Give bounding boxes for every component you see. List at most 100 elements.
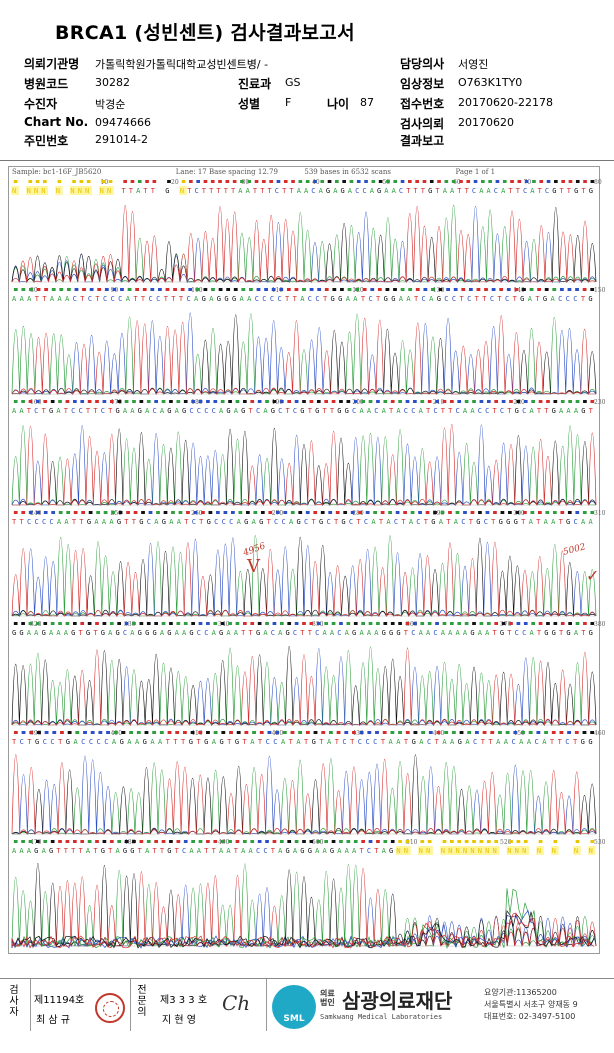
quality-mark [121,731,126,734]
org-details: 요양기관:11365200 서울특별시 서초구 양재동 9 대표번호: 02-3… [484,987,578,1023]
base-call: T [258,738,263,746]
base-highlight [11,186,19,195]
trace-row: 1020304050607080NNNNNNNNNNTTATTGNTCTTTTT… [11,179,602,284]
base-call: G [506,518,510,526]
quality-mark [87,840,92,843]
base-call: T [537,629,542,637]
base-call: A [529,518,534,526]
base-call: A [42,847,47,855]
base-call: A [250,738,255,746]
quality-mark [590,840,595,843]
quality-mark [464,840,469,843]
base-highlight [395,846,404,855]
tick-label: 360 [406,621,418,628]
base-call: A [348,187,353,195]
quality-mark [316,622,321,625]
quality-mark [80,840,85,843]
quality-mark [36,511,41,514]
quality-mark [302,288,306,291]
base-call: T [435,738,440,746]
quality-mark [368,622,373,625]
base-call: A [559,407,564,415]
info-value-department: GS [285,76,301,89]
quality-mark [43,180,47,183]
quality-mark [294,622,299,625]
trace-row: 390400410420430440450460TCTGCCTGACCCCAGA… [11,730,606,836]
base-call: A [65,295,70,303]
base-call: T [589,407,594,415]
base-call: T [300,629,305,637]
quality-mark [309,400,314,403]
base-call: C [535,738,539,746]
quality-mark [108,180,113,183]
specialist-license: 제3 3 3 호 [160,995,208,1006]
info-value-resident-no: 291014-2 [95,133,148,146]
tick-label: 450 [513,730,525,737]
trace-t [11,424,597,507]
quality-mark [433,511,437,514]
quality-mark [408,288,413,291]
base-call: C [147,518,151,526]
quality-mark [446,288,450,291]
base-call: A [109,518,114,526]
quality-mark [559,731,564,734]
quality-mark [290,511,295,514]
report-footer: 검사자 제11194호 최 삼 규 전문의 제3 3 3 호 지 현 영 Ch … [0,978,614,1047]
trace-a [11,313,597,396]
base-call: N [12,187,16,195]
base-call: T [426,407,431,415]
quality-mark [481,180,485,183]
quality-mark [506,288,511,291]
base-highlight [99,186,107,195]
base-call: T [179,295,184,303]
quality-mark [516,400,521,403]
quality-mark [43,511,48,514]
trace-a [11,758,597,836]
footer-divider [266,979,268,1031]
info-label-department: 진료과 [238,75,271,92]
quality-mark [590,622,595,625]
quality-mark [450,622,454,625]
quality-mark [371,180,376,183]
quality-mark [317,288,322,291]
quality-mark [405,840,410,843]
trace-t [11,647,597,727]
base-call: G [138,407,142,415]
quality-mark [567,288,572,291]
base-call: A [57,518,62,526]
quality-mark [241,288,246,291]
base-call: A [386,518,391,526]
base-call: G [396,629,400,637]
base-highlight [179,186,187,195]
quality-mark [228,622,232,625]
quality-mark [418,511,422,514]
quality-mark [82,288,86,291]
base-call: T [446,518,451,526]
quality-mark [479,400,484,403]
base-call: T [129,187,134,195]
quality-mark [352,731,356,734]
base-call: G [19,629,23,637]
quality-mark [375,731,379,734]
base-call: A [27,629,32,637]
trace-row: 320330340350360370380GGAAGAAAGTGTGAGCAGG… [11,621,606,727]
quality-mark [437,180,441,183]
quality-mark [117,400,122,403]
quality-mark [316,400,321,403]
base-call: T [308,407,313,415]
base-call: G [338,295,342,303]
base-call: T [513,295,518,303]
quality-mark [509,840,513,843]
quality-mark [80,400,85,403]
quality-mark [206,622,210,625]
base-call: A [247,295,252,303]
quality-mark [186,511,190,514]
base-call: C [452,295,456,303]
quality-mark [139,622,144,625]
base-call: C [358,738,362,746]
quality-mark [455,511,460,514]
base-call: C [204,407,208,415]
base-call: G [588,738,592,746]
base-call: A [130,407,135,415]
trace-c [11,312,597,396]
